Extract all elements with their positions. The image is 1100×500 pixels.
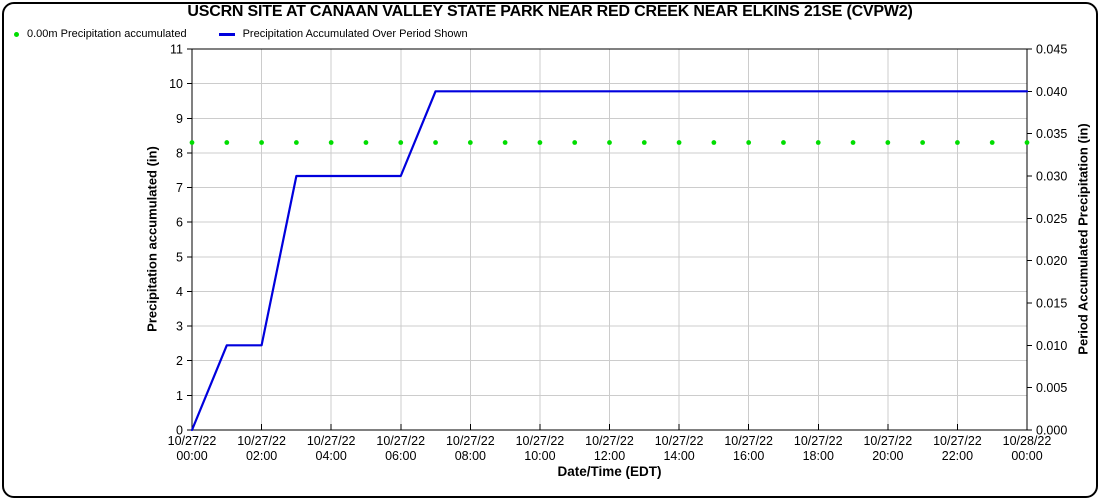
legend-label: Precipitation Accumulated Over Period Sh…: [242, 28, 468, 40]
x-tick-time-label: 12:00: [594, 449, 625, 463]
right-axis-tick-label: 0.020: [1036, 254, 1067, 268]
left-axis-tick-label: 2: [176, 354, 183, 368]
left-axis-tick-label: 8: [176, 146, 183, 160]
x-tick-date-label: 10/27/22: [724, 434, 773, 448]
zero-precip-data-point: [989, 140, 995, 145]
zero-precip-data-point: [328, 140, 334, 145]
left-axis-tick-label: 5: [176, 250, 183, 264]
zero-precip-data-point: [189, 140, 195, 145]
right-axis-tick-label: 0.030: [1036, 170, 1067, 184]
zero-precip-data-point: [955, 140, 960, 145]
left-axis-tick-label: 9: [176, 112, 183, 126]
zero-precip-data-point: [711, 140, 717, 145]
x-tick-date-label: 10/27/22: [933, 434, 982, 448]
x-tick-date-label: 10/27/22: [655, 434, 704, 448]
right-axis-tick-label: 0.015: [1036, 297, 1067, 311]
legend: 0.00m Precipitation accumulated Precipit…: [8, 27, 494, 41]
right-axis-tick-label: 0.010: [1036, 339, 1067, 353]
blue-line-marker-icon: [218, 32, 235, 36]
legend-entry-zero-precip: 0.00m Precipitation accumulated: [8, 28, 187, 40]
zero-precip-data-point: [885, 140, 891, 145]
legend-label: 0.00m Precipitation accumulated: [27, 28, 187, 40]
green-dot-marker-icon: [14, 31, 19, 37]
zero-precip-data-point: [537, 140, 543, 145]
accumulation-line-series: [190, 90, 1029, 432]
zero-precip-data-point: [224, 140, 230, 145]
left-axis-tick-label: 10: [169, 77, 183, 91]
x-tick-time-label: 20:00: [872, 449, 903, 463]
left-axis-tick-label: 3: [176, 320, 183, 334]
left-axis-tick-label: 0: [176, 424, 183, 438]
x-tick-time-label: 10:00: [524, 449, 555, 463]
left-axis-tick-label: 7: [176, 181, 183, 195]
x-tick-time-label: 08:00: [455, 449, 486, 463]
x-tick-time-label: 04:00: [316, 449, 347, 463]
x-tick-date-label: 10/27/22: [446, 434, 495, 448]
x-tick-time-label: 18:00: [803, 449, 834, 463]
right-axis-tick-label: 0.035: [1036, 127, 1067, 141]
zero-precip-data-point: [781, 140, 786, 145]
left-axis-tick-label: 6: [176, 216, 183, 230]
zero-precip-data-point: [850, 140, 856, 145]
x-tick-time-label: 00:00: [1011, 449, 1042, 463]
zero-precip-data-point: [746, 140, 752, 145]
chart-title: USCRN SITE AT CANAAN VALLEY STATE PARK N…: [187, 3, 913, 20]
left-axis-tick-label: 1: [176, 389, 183, 403]
x-tick-date-label: 10/27/22: [863, 434, 912, 448]
left-axis-tick-label: 4: [176, 285, 183, 299]
zero-precip-data-point: [676, 140, 682, 145]
right-axis-tick-label: 0.000: [1036, 424, 1067, 438]
x-tick-date-label: 10/27/22: [307, 434, 356, 448]
right-axis-tick-label: 0.040: [1036, 85, 1067, 99]
x-tick-date-label: 10/27/22: [168, 434, 217, 448]
x-axis-title: Date/Time (EDT): [557, 464, 662, 479]
zero-precip-data-point: [815, 140, 821, 145]
zero-precip-data-point: [572, 140, 578, 145]
zero-precip-data-point: [467, 140, 473, 145]
x-tick-date-label: 10/27/22: [794, 434, 843, 448]
x-tick-time-label: 06:00: [385, 449, 416, 463]
zero-precip-data-point: [502, 140, 508, 145]
right-axis-tick-label: 0.005: [1036, 381, 1067, 395]
zero-precip-data-point: [607, 140, 612, 145]
right-axis-tick-label: 0.025: [1036, 212, 1067, 226]
x-tick-time-label: 22:00: [942, 449, 973, 463]
x-tick-date-label: 10/27/22: [585, 434, 634, 448]
zero-precip-data-point: [398, 140, 404, 145]
x-tick-date-label: 10/27/22: [376, 434, 425, 448]
x-tick-time-label: 02:00: [246, 449, 277, 463]
right-axis-tick-label: 0.045: [1036, 43, 1067, 57]
zero-precip-data-point: [293, 140, 299, 145]
x-tick-time-label: 14:00: [663, 449, 694, 463]
zero-precip-data-point: [433, 140, 438, 145]
zero-precip-data-point: [641, 140, 647, 145]
left-axis-tick-label: 11: [170, 43, 183, 57]
x-tick-date-label: 10/27/22: [237, 434, 286, 448]
zero-precip-data-point: [259, 140, 264, 145]
zero-precip-data-point: [920, 140, 926, 145]
legend-entry-accumulated: Precipitation Accumulated Over Period Sh…: [213, 28, 468, 40]
x-tick-time-label: 16:00: [733, 449, 764, 463]
zero-precip-data-point: [363, 140, 369, 145]
x-tick-time-label: 00:00: [176, 449, 207, 463]
x-tick-date-label: 10/27/22: [516, 434, 565, 448]
zero-precip-data-point: [1024, 140, 1030, 145]
x-tick-date-label: 10/28/22: [1003, 434, 1052, 448]
